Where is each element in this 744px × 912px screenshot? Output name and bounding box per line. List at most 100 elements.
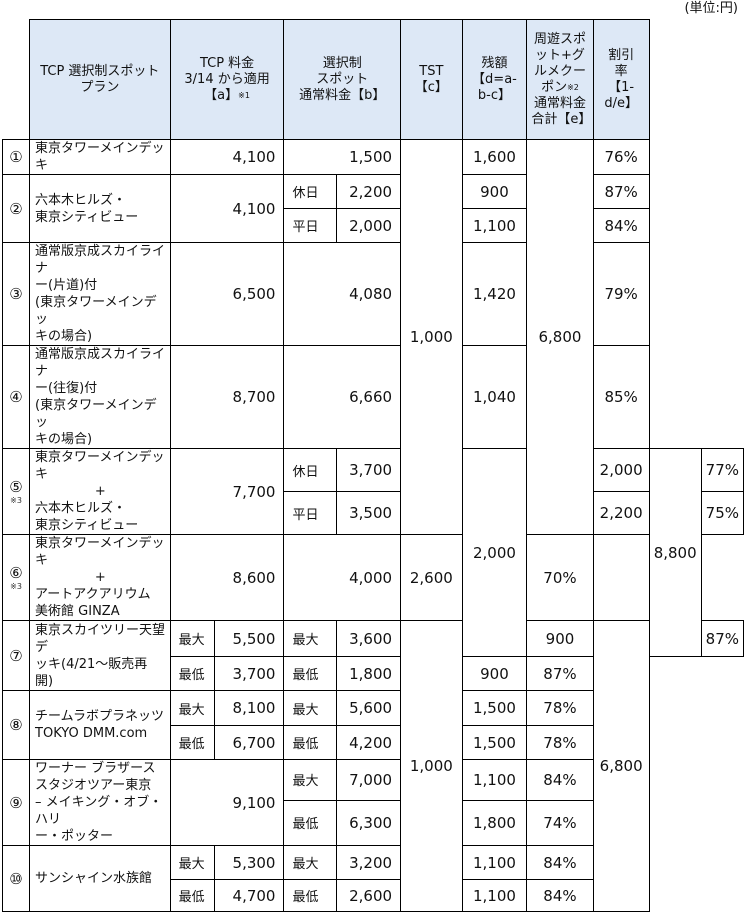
table-row: 平日 3,500 2,200 75% (3, 491, 744, 535)
balance-value: 900 (526, 620, 594, 657)
table-row: ⑨ ワーナー ブラザース スタジオツアー東京 – メイキング・オブ・ハリ ー・ポッター… (1, 759, 744, 846)
plan-name: 東京タワーメインデッキ + アートアクアリウム 美術館 GINZA (29, 534, 171, 621)
select-price: 1,500 (283, 139, 402, 175)
row-index: ⑦ (1, 620, 31, 691)
table-row: ⑦ 東京スカイツリー天望デ ッキ(4/21～販売再 開) 最大 5,500 最大 3… (1, 620, 744, 912)
table-row: ④ 通常版京成スカイライナ ー(往復)付 (東京タワーメインデッ キの場合) 8,70… (1, 345, 744, 449)
table-row: ③ 通常版京成スカイライナ ー(片道)付 (東京タワーメインデッ キの場合) 6,50… (1, 242, 744, 346)
select-price: 4,080 (283, 242, 402, 346)
header-select: 選択制 スポット 通常料金【b】 (283, 19, 402, 140)
discount-rate: 85% (592, 345, 650, 449)
day-label: 平日 (283, 491, 337, 535)
range-label: 最大 (283, 845, 337, 880)
tour-total: 6,800 (526, 139, 594, 535)
row-index: ⑨ (1, 759, 31, 846)
select-price: 2,600 (335, 879, 402, 912)
tour-total: 8,800 (648, 448, 702, 657)
range-label: 最低 (283, 656, 337, 691)
row-index: ② (1, 174, 31, 243)
select-price: 7,000 (335, 759, 402, 801)
tcp-price: 8,100 (213, 690, 285, 726)
table-row: ⑥ ※3 東京タワーメインデッキ + アートアクアリウム 美術館 GINZA 8,600… (1, 534, 744, 621)
row-index: ⑥ ※3 (1, 534, 31, 621)
discount-rate: 87% (526, 656, 594, 691)
tcp-price: 5,300 (213, 845, 285, 880)
balance-value: 2,000 (592, 448, 650, 492)
discount-rate: 76% (592, 139, 650, 175)
row-index: ③ (1, 242, 31, 346)
discount-rate: 84% (592, 208, 650, 243)
balance-value: 900 (461, 656, 528, 691)
day-label: 平日 (283, 208, 337, 243)
range-label: 最低 (169, 725, 215, 760)
table-row: 最低 6,300 1,800 74% (3, 799, 744, 847)
select-price: 4,000 (283, 534, 402, 621)
tcp-price: 4,100 (169, 174, 285, 243)
day-label: 休日 (283, 448, 337, 492)
discount-rate: 87% (592, 174, 650, 209)
row-index: ⑩ (1, 845, 31, 912)
range-label: 最大 (283, 690, 337, 726)
select-price: 3,500 (335, 491, 402, 535)
header-row: TCP 選択制スポット プラン TCP 料金 3/14 から適用 【a】※1 選択制ス… (2, 19, 744, 140)
range-label: 最大 (169, 845, 215, 880)
select-price: 6,660 (283, 345, 402, 449)
range-label: 最低 (169, 879, 215, 912)
discount-rate: 84% (526, 879, 594, 912)
plan-name: チームラボプラネッツ TOKYO DMM.com (29, 690, 171, 760)
tcp-price: 8,700 (169, 345, 285, 449)
table-row: ⑧ チームラボプラネッツ TOKYO DMM.com 最大 8,100 最大 5,… (1, 690, 744, 760)
range-label: 最大 (283, 620, 337, 657)
header-tour: 周遊スポ ット+グ ルメクー ポン※2 通常料金 合計【e】 (526, 19, 594, 140)
select-price: 4,200 (335, 725, 402, 760)
discount-rate: 75% (700, 491, 744, 535)
plan-name: 東京タワーメインデッキ (29, 139, 171, 175)
corner-cell (2, 19, 31, 140)
table-row: 最低 3,700 最低 1,800 900 87% (3, 656, 744, 691)
select-price: 3,600 (335, 620, 402, 657)
select-price: 2,200 (335, 174, 402, 209)
select-price: 2,000 (335, 208, 402, 243)
table-row: ② 六本木ヒルズ・ 東京シティビュー 4,100 休日 2,200 900 87% (1, 174, 744, 243)
row-index: ⑧ (1, 690, 31, 760)
table-row: ⑤ ※3 東京タワーメインデッキ + 六本木ヒルズ・ 東京シティビュー 7,700 休日… (1, 448, 744, 657)
balance-value: 2,200 (592, 491, 650, 535)
balance-value: 1,600 (461, 139, 528, 175)
discount-rate: 79% (592, 242, 650, 346)
balance-value: 1,100 (461, 759, 528, 801)
select-price: 1,800 (335, 656, 402, 691)
header-discount: 割引率【1- d/e】 (592, 19, 650, 140)
range-label: 最低 (169, 656, 215, 691)
table-row: ① 東京タワーメインデッキ 4,100 1,500 1,000 1,600 6,… (1, 139, 744, 535)
select-price: 3,200 (335, 845, 402, 880)
discount-rate: 87% (700, 620, 744, 657)
tcp-price: 6,700 (213, 725, 285, 760)
range-label: 最大 (283, 759, 337, 801)
discount-rate: 84% (526, 845, 594, 880)
plan-name: 通常版京成スカイライナ ー(片道)付 (東京タワーメインデッ キの場合) (29, 242, 171, 346)
plan-name: 六本木ヒルズ・ 東京シティビュー (29, 174, 171, 243)
discount-rate: 84% (526, 759, 594, 801)
tcp-price: 4,700 (213, 879, 285, 912)
plan-name: 東京スカイツリー天望デ ッキ(4/21～販売再 開) (29, 620, 171, 691)
range-label: 最低 (283, 799, 337, 847)
tst-value: 1,000 (400, 139, 463, 535)
range-label: 最低 (283, 879, 337, 912)
price-table: TCP 選択制スポット プラン TCP 料金 3/14 から適用 【a】※1 選択制ス… (1, 19, 744, 912)
select-price: 6,300 (335, 799, 402, 847)
discount-rate: 74% (526, 799, 594, 847)
balance-value: 1,100 (461, 208, 528, 243)
balance-value: 1,800 (461, 799, 528, 847)
tcp-price: 3,700 (213, 656, 285, 691)
range-label: 最大 (169, 690, 215, 726)
day-label: 休日 (283, 174, 337, 209)
table-row: 平日 2,000 1,100 84% (3, 208, 744, 243)
discount-rate: 70% (526, 534, 594, 621)
plan-name: サンシャイン水族館 (29, 845, 171, 912)
tcp-price: 8,600 (169, 534, 285, 621)
tcp-price: 9,100 (169, 759, 285, 846)
table-row: 最低 6,700 最低 4,200 1,500 78% (3, 725, 744, 760)
tcp-price: 4,100 (169, 139, 285, 175)
tour-total: 6,800 (592, 620, 650, 912)
row-index: ⑤ ※3 (1, 448, 31, 535)
